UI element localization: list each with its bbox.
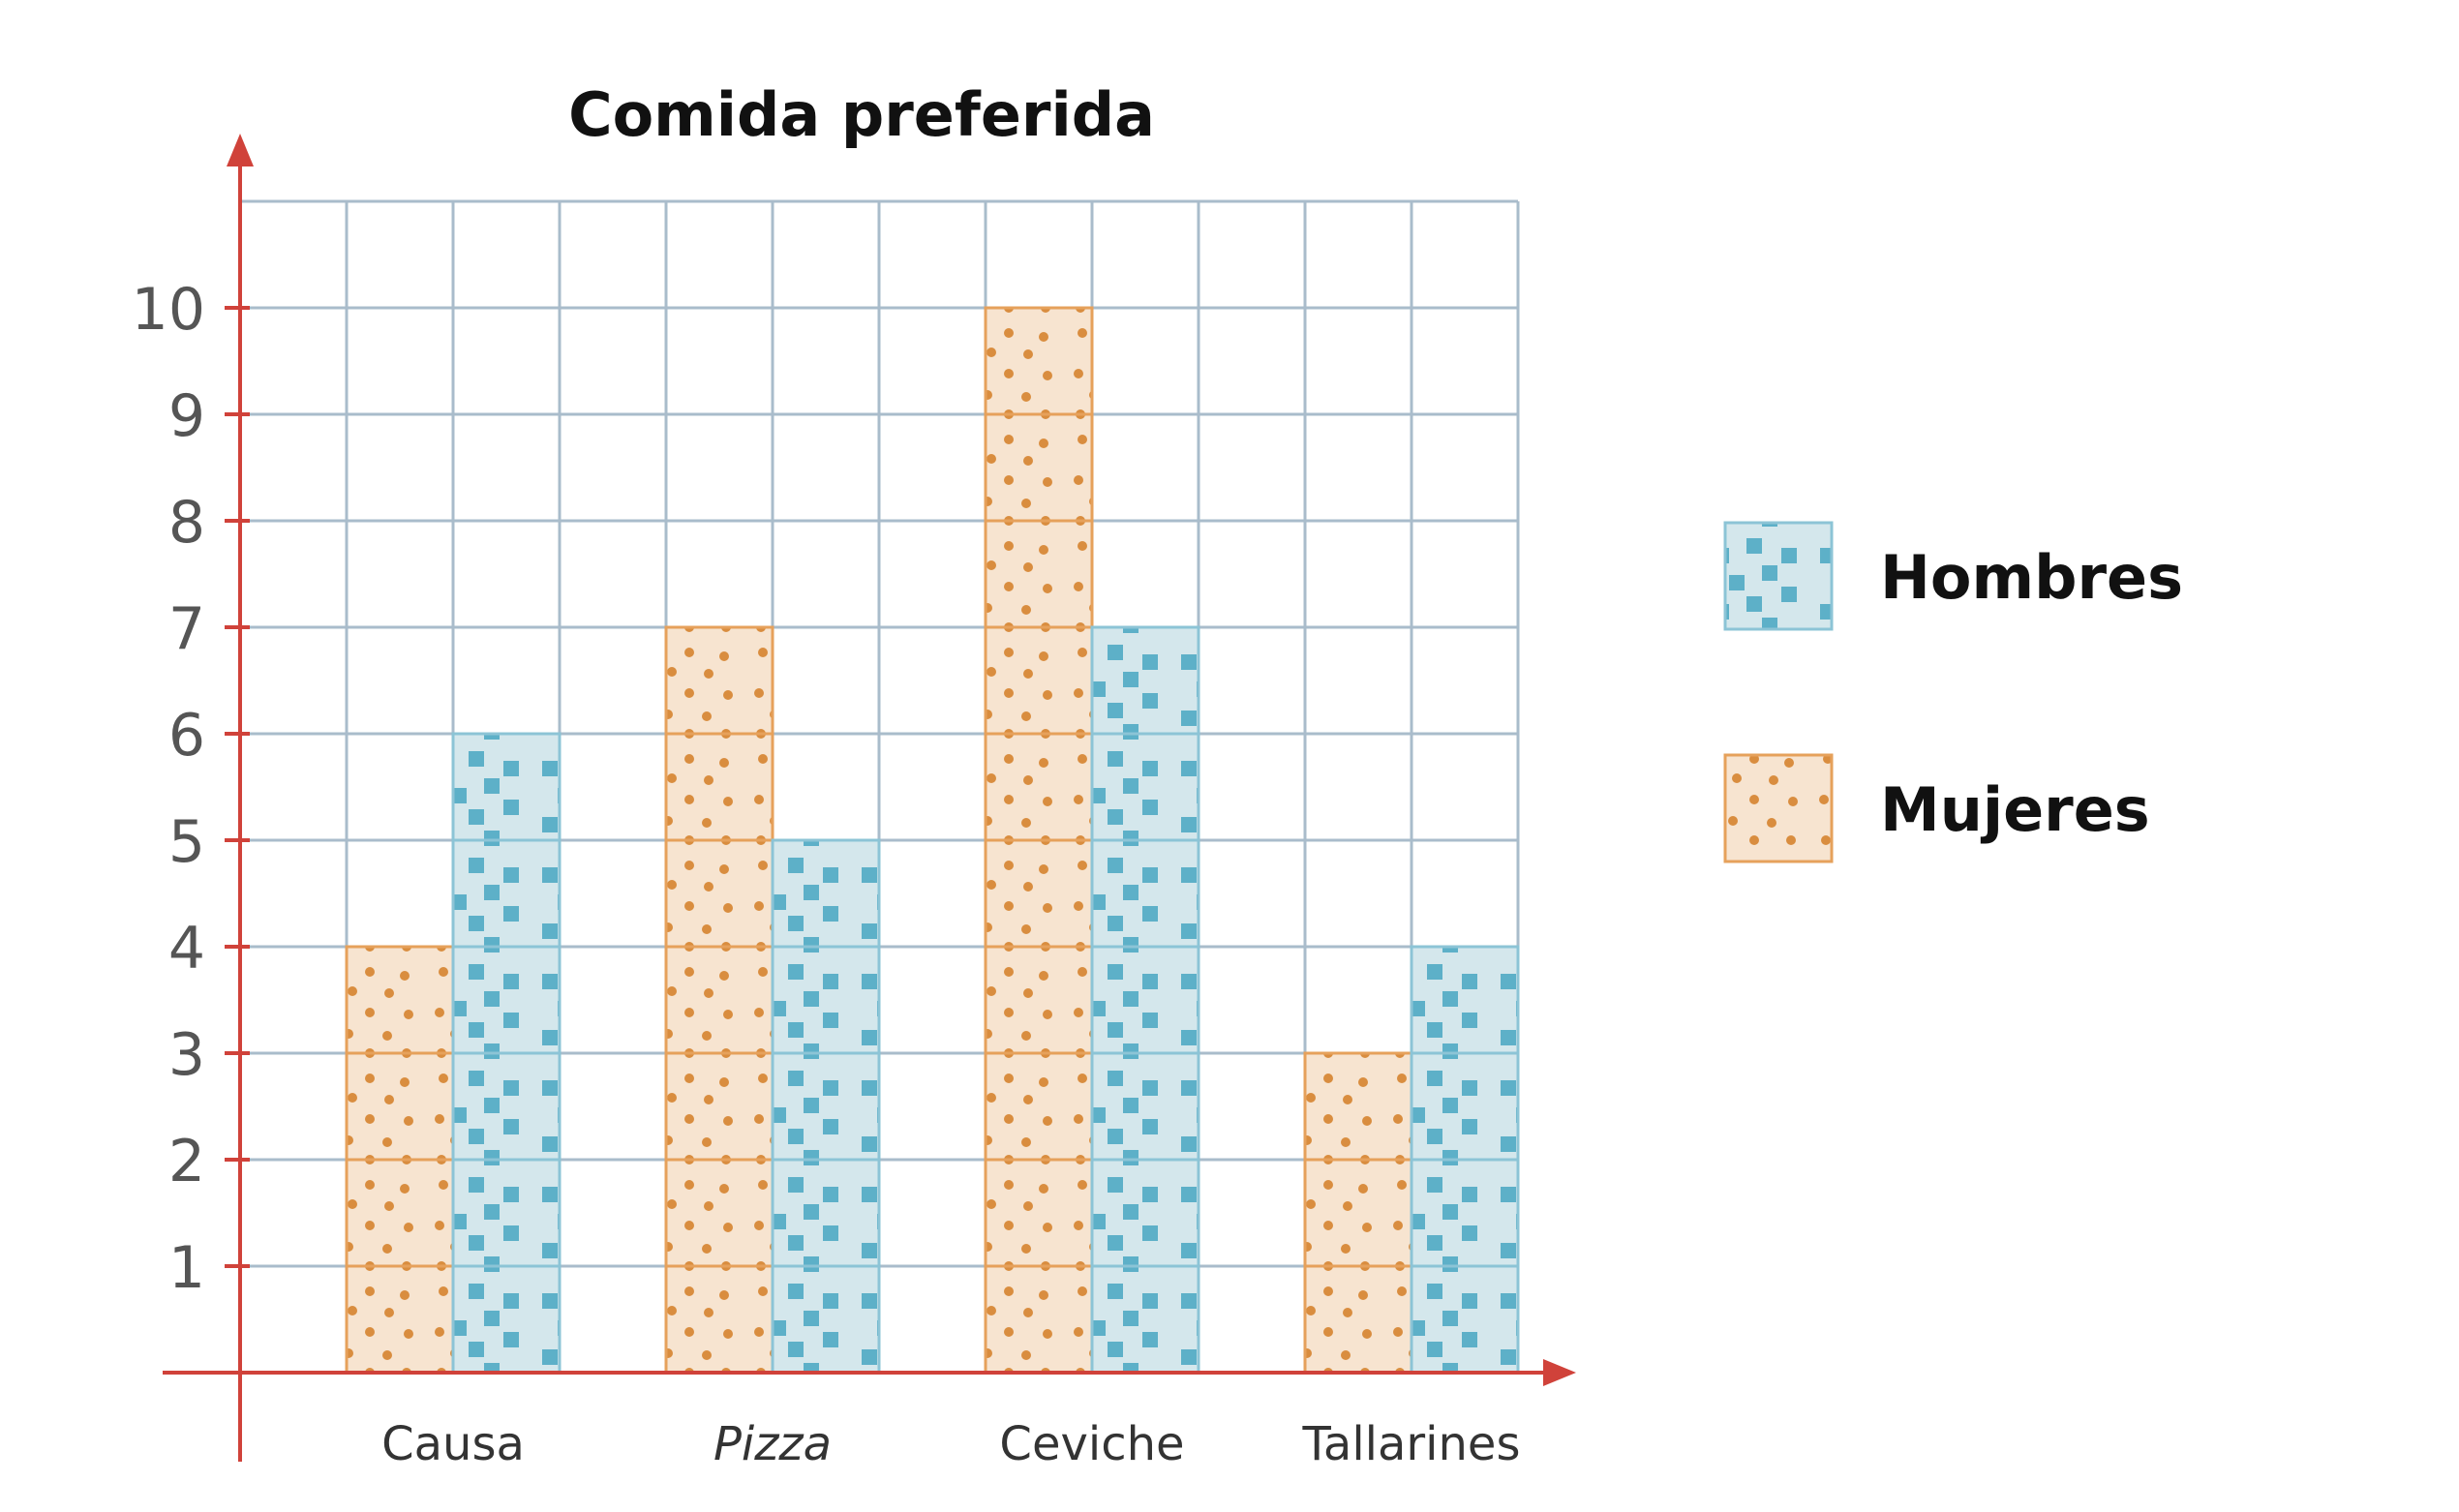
bar-unit-cell [1090, 1051, 1200, 1162]
bar-unit-cell [451, 1051, 562, 1162]
legend-item-hombres: Hombres [1723, 521, 2183, 631]
x-tick-label: Tallarines [1302, 1417, 1521, 1471]
bar-unit-cell [771, 1158, 881, 1268]
bar-unit-cell [664, 1264, 774, 1375]
bar-mujeres-ceviche [984, 306, 1094, 1375]
bar-unit-cell [1303, 1264, 1413, 1375]
bar-unit-cell [664, 1051, 774, 1162]
x-tick-label: Causa [381, 1417, 525, 1471]
chart-title: Comida preferida [568, 79, 1155, 150]
bar-hombres-pizza [771, 838, 881, 1375]
bar-unit-cell [345, 1264, 455, 1375]
bar-unit-cell [451, 1158, 562, 1268]
legend-label: Hombres [1880, 542, 2183, 613]
bar-mujeres-causa [345, 945, 455, 1375]
y-tick-label: 2 [168, 1128, 205, 1195]
bar-unit-cell [984, 519, 1094, 629]
x-axis-arrow [1543, 1359, 1576, 1386]
y-axis-arrow [227, 134, 254, 166]
bars [345, 306, 1520, 1375]
bar-unit-cell [984, 306, 1094, 416]
bar-unit-cell [1090, 838, 1200, 949]
bar-hombres-tallarines [1410, 945, 1520, 1375]
y-tick-label: 3 [168, 1021, 205, 1089]
bar-unit-cell [984, 1051, 1094, 1162]
bar-unit-cell [451, 945, 562, 1055]
bar-unit-cell [771, 1264, 881, 1375]
bar-unit-cell [984, 412, 1094, 523]
y-ticks: 1 2 3 4 5 6 7 8 9 10 [132, 276, 250, 1302]
bar-hombres-causa [451, 732, 562, 1375]
bar-unit-cell [771, 838, 881, 949]
bar-unit-cell [984, 1158, 1094, 1268]
bar-hombres-ceviche [1090, 625, 1200, 1375]
bar-unit-cell [984, 945, 1094, 1055]
legend-swatch [1723, 753, 1834, 863]
bar-unit-cell [984, 625, 1094, 736]
bar-unit-cell [1303, 1051, 1413, 1162]
bar-unit-cell [1090, 732, 1200, 842]
bar-mujeres-pizza [664, 625, 774, 1375]
bar-unit-cell [664, 945, 774, 1055]
legend: Hombres Mujeres [1723, 521, 2183, 863]
y-tick-label: 7 [168, 595, 205, 663]
y-tick-label: 6 [168, 702, 205, 770]
bar-unit-cell [1090, 1158, 1200, 1268]
bar-unit-cell [1410, 1158, 1520, 1268]
y-tick-label: 1 [168, 1234, 205, 1302]
bar-unit-cell [664, 625, 774, 736]
bar-unit-cell [771, 1051, 881, 1162]
x-tick-label: Pizza [713, 1417, 832, 1471]
x-tick-labels: Causa Pizza Ceviche Tallarines [381, 1417, 1520, 1471]
bar-mujeres-tallarines [1303, 1051, 1413, 1375]
bar-unit-cell [1410, 1051, 1520, 1162]
bar-unit-cell [664, 732, 774, 842]
y-tick-label: 4 [168, 915, 205, 983]
bar-unit-cell [345, 1051, 455, 1162]
bar-unit-cell [451, 1264, 562, 1375]
bar-unit-cell [1410, 945, 1520, 1055]
bar-unit-cell [984, 1264, 1094, 1375]
bar-unit-cell [984, 838, 1094, 949]
bar-unit-cell [1090, 945, 1200, 1055]
bar-unit-cell [1090, 625, 1200, 736]
y-tick-label: 9 [168, 382, 205, 450]
bar-unit-cell [345, 1158, 455, 1268]
bar-unit-cell [1410, 1264, 1520, 1375]
axes [163, 134, 1576, 1462]
bar-unit-cell [771, 945, 881, 1055]
legend-item-mujeres: Mujeres [1723, 753, 2150, 863]
y-tick-label: 10 [132, 276, 205, 344]
bar-unit-cell [664, 838, 774, 949]
bar-unit-cell [451, 732, 562, 842]
bar-unit-cell [451, 838, 562, 949]
bar-unit-cell [345, 945, 455, 1055]
legend-label: Mujeres [1880, 774, 2150, 845]
x-tick-label: Ceviche [999, 1417, 1184, 1471]
bar-unit-cell [1090, 1264, 1200, 1375]
y-tick-label: 8 [168, 489, 205, 557]
bar-unit-cell [984, 732, 1094, 842]
bar-unit-cell [664, 1158, 774, 1268]
legend-swatch [1723, 521, 1834, 631]
y-tick-label: 5 [168, 808, 205, 876]
bar-unit-cell [1303, 1158, 1413, 1268]
